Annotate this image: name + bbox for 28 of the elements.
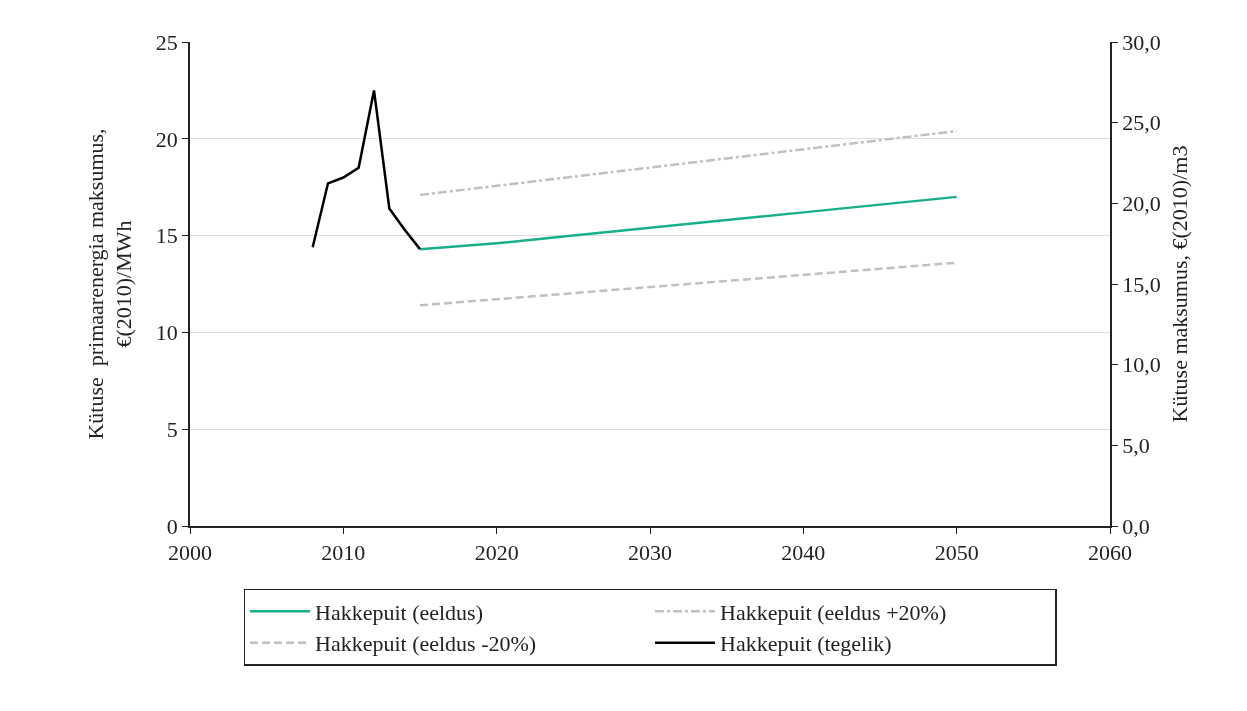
y2-tick-label: 20,0 bbox=[1122, 191, 1161, 217]
y-tick-label: 5 bbox=[166, 416, 178, 442]
y2-tick-label: 10,0 bbox=[1122, 352, 1161, 378]
legend-label: Hakkepuit (eeldus +20%) bbox=[720, 599, 947, 625]
y2-tick-label: 15,0 bbox=[1122, 271, 1161, 297]
y-tick-label: 25 bbox=[155, 29, 178, 55]
legend-label: Hakkepuit (eeldus -20%) bbox=[315, 631, 537, 657]
x-tick-label: 2030 bbox=[628, 540, 672, 566]
x-tick-label: 2020 bbox=[474, 540, 519, 566]
line-series bbox=[311, 89, 422, 251]
y-tick-label: 20 bbox=[155, 126, 178, 152]
y-axis-title: Kütuse primaarenergia maksumus, €(2010)/MWh bbox=[82, 128, 137, 440]
y2-tick-label: 0,0 bbox=[1122, 513, 1150, 539]
x-tick-label: 2000 bbox=[168, 540, 212, 566]
y2-tick-label: 5,0 bbox=[1122, 433, 1150, 459]
x-tick-label: 2040 bbox=[781, 540, 826, 566]
y-tick-label: 15 bbox=[155, 223, 178, 249]
legend-label: Hakkepuit (eeldus) bbox=[315, 599, 483, 625]
y2-axis-title: Kütuse maksumus, €(2010)/m3 bbox=[1167, 145, 1193, 423]
x-tick-label: 2050 bbox=[934, 540, 979, 566]
x-tick-label: 2010 bbox=[321, 540, 366, 566]
x-tick-label: 2060 bbox=[1088, 540, 1132, 566]
line-series bbox=[418, 195, 958, 251]
y2-tick-label: 30,0 bbox=[1122, 29, 1161, 55]
y-tick-label: 10 bbox=[155, 320, 178, 346]
y-tick-label: 0 bbox=[166, 513, 178, 539]
y2-tick-label: 25,0 bbox=[1122, 110, 1161, 136]
legend-label: Hakkepuit (tegelik) bbox=[720, 631, 892, 657]
